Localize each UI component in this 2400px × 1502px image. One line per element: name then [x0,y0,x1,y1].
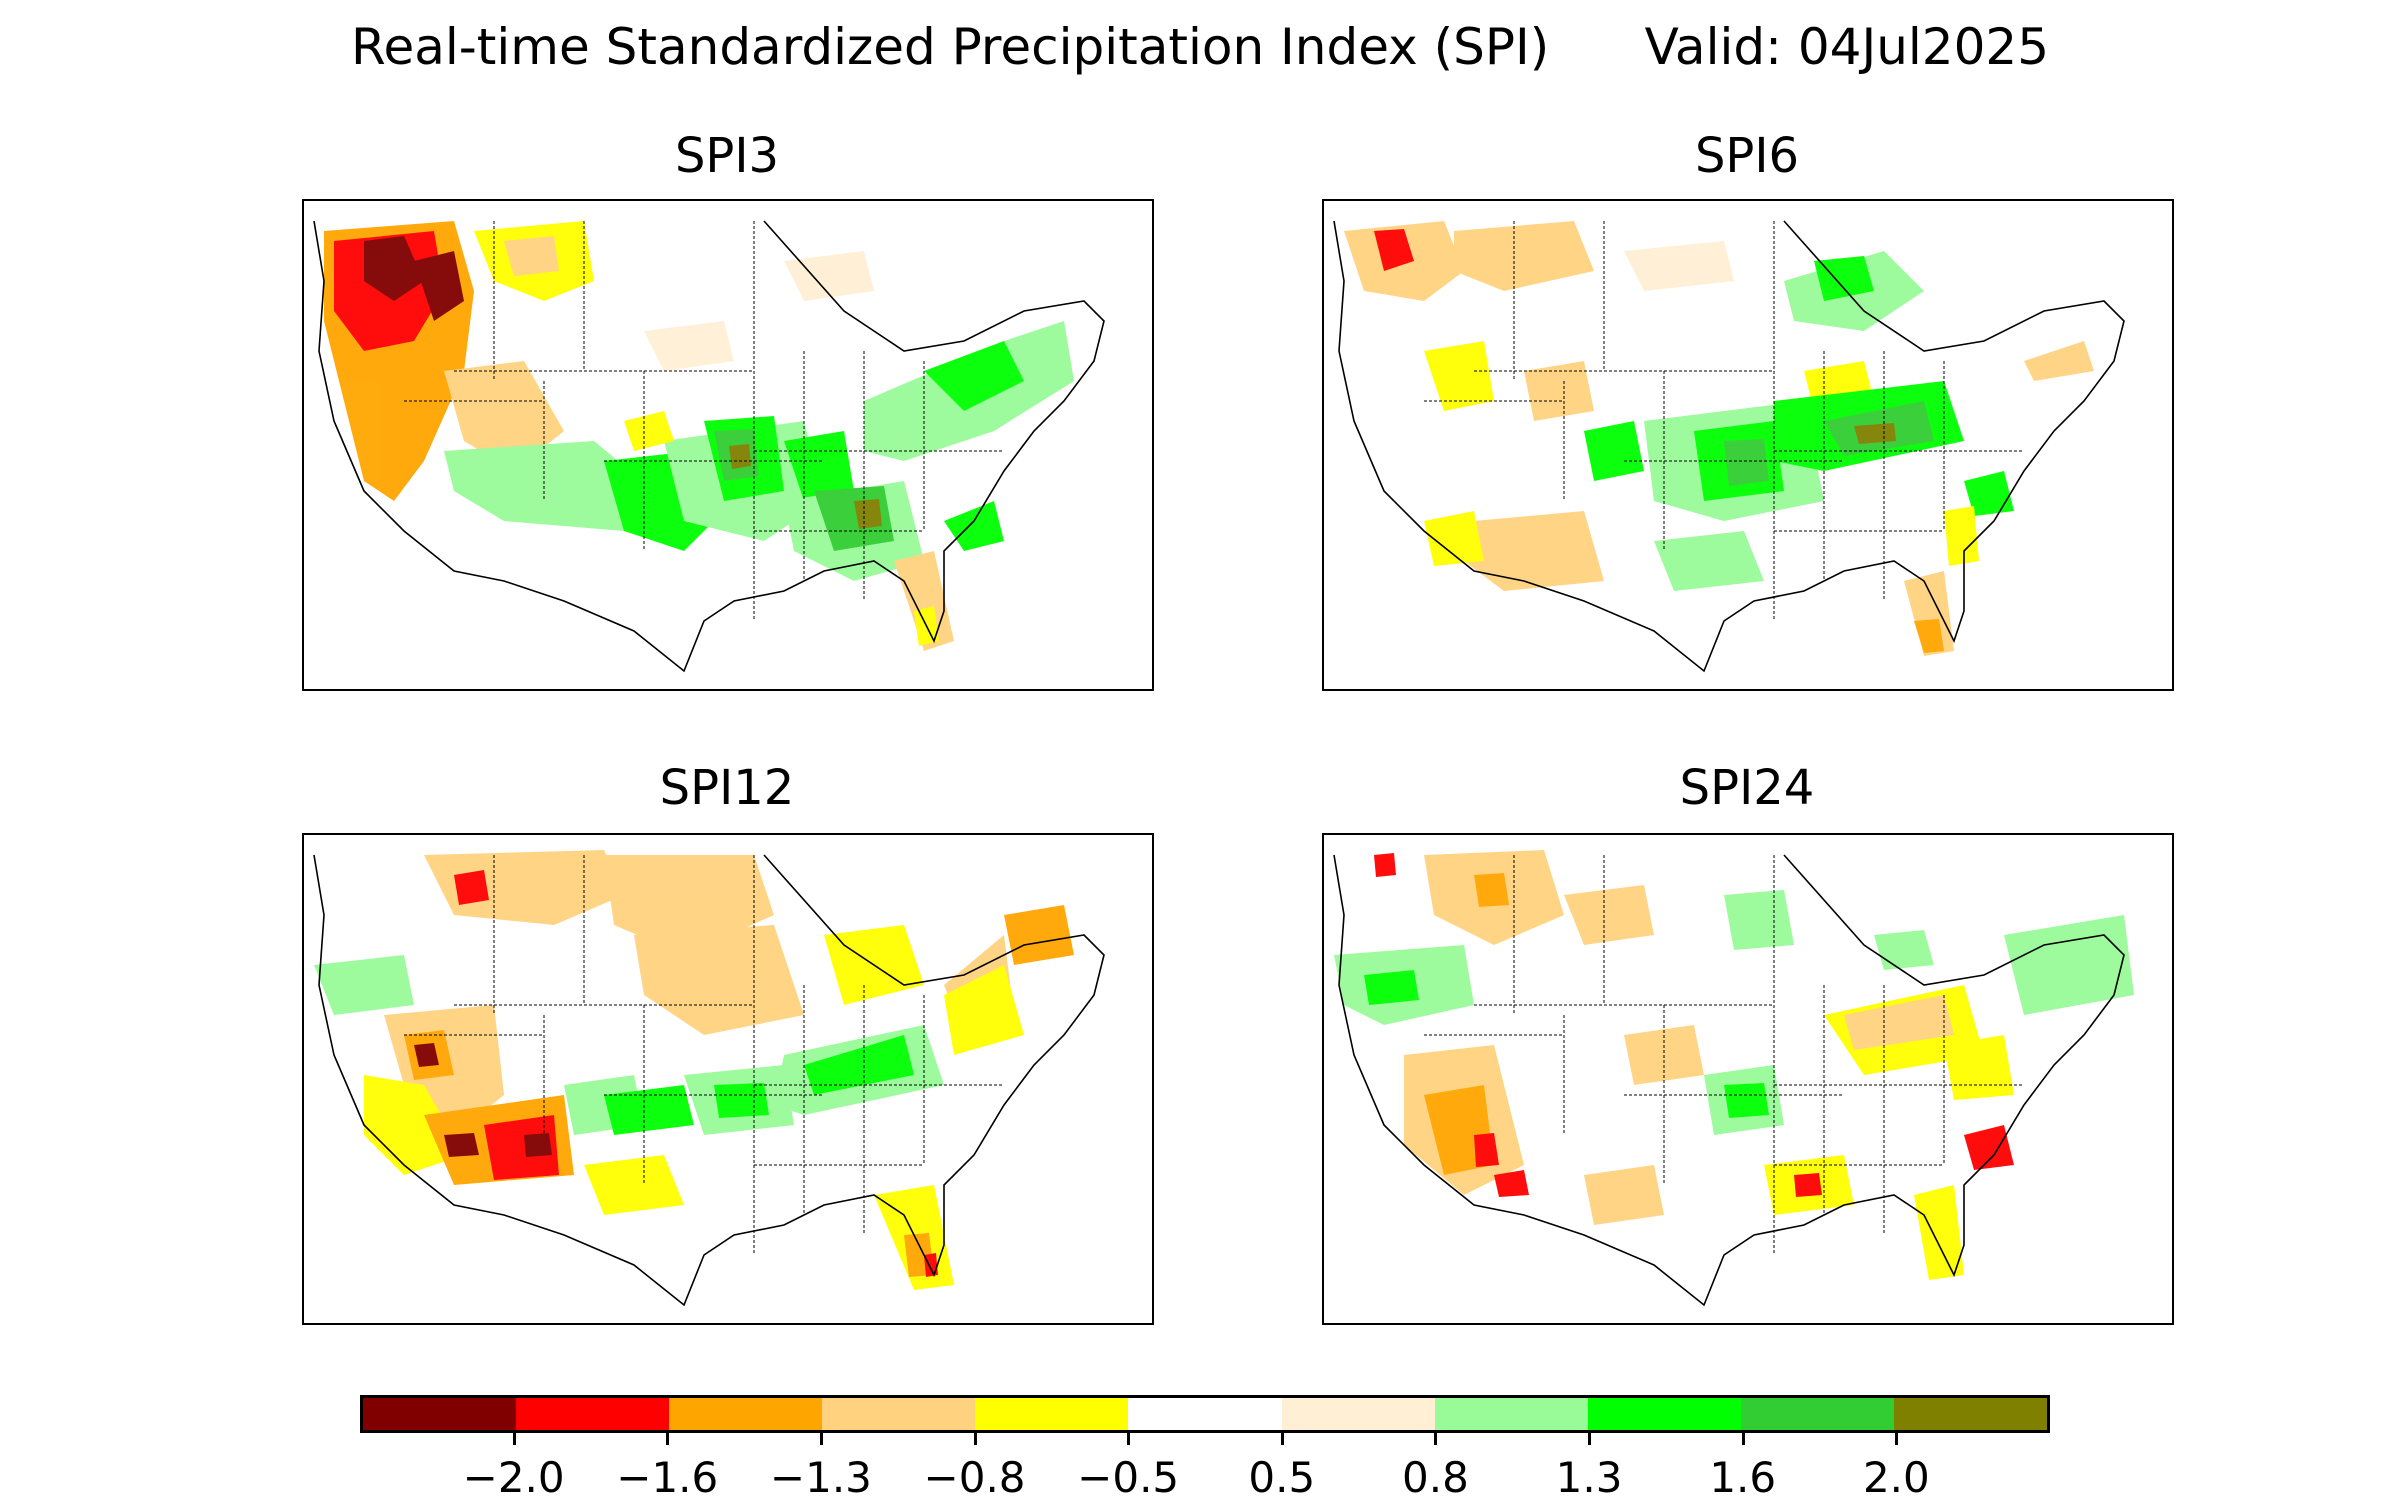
panel-title-spi12: SPI12 [659,760,795,816]
colorbar-cell [1587,1398,1741,1430]
coastline [1333,220,2125,673]
colorbar-tick-label: −0.5 [1077,1453,1180,1502]
colorbar-tick [512,1433,516,1445]
colorbar-tick [666,1433,670,1445]
colorbar-tick [973,1433,977,1445]
colorbar-tick-label: −0.8 [923,1453,1026,1502]
colorbar-cell [669,1398,823,1430]
map-spi12 [302,833,1154,1325]
colorbar-tick-label: 0.8 [1402,1453,1469,1502]
colorbar-cell [363,1398,517,1430]
map-spi3 [302,199,1154,691]
colorbar-tick [1127,1433,1131,1445]
state-borders [1424,855,2024,1255]
panel-title-spi3: SPI3 [674,128,780,184]
panel-title-spi6: SPI6 [1694,128,1800,184]
coastline [313,220,1105,673]
spi-fields [314,850,1074,1290]
state-borders [1424,221,2024,621]
colorbar-tick-label: 1.6 [1709,1453,1777,1502]
colorbar-cell [975,1398,1129,1430]
colorbar-tick [1434,1433,1438,1445]
panel-title-spi24: SPI24 [1679,760,1815,816]
colorbar-tick-label: 1.3 [1555,1453,1623,1502]
colorbar-tick [1741,1433,1745,1445]
colorbar-cell [1128,1398,1282,1430]
colorbar-tick [1588,1433,1592,1445]
colorbar [360,1395,2050,1433]
colorbar-cell [822,1398,976,1430]
state-borders [404,855,1004,1255]
spi-fields [1334,850,2134,1280]
map-spi6 [1322,199,2174,691]
colorbar-cell [1893,1398,2048,1430]
colorbar-cell [1281,1398,1435,1430]
colorbar-cell [1740,1398,1894,1430]
colorbar-tick-label: −1.6 [616,1453,719,1502]
colorbar-tick-label: 0.5 [1248,1453,1316,1502]
spi-fields [1344,221,2094,656]
colorbar-tick [1895,1433,1899,1445]
colorbar-ticks: −2.0 −1.6 −1.3 −0.8 −0.5 0.5 0.8 1.3 1.6 2.0 [360,1433,2050,1502]
colorbar-tick-label: −2.0 [462,1453,565,1502]
map-spi24 [1322,833,2174,1325]
main-title: Real-time Standardized Precipitation Ind… [350,18,2050,76]
colorbar-tick-label: 2.0 [1862,1453,1930,1502]
colorbar-cell [1434,1398,1588,1430]
colorbar-tick [819,1433,823,1445]
coastline [313,854,1105,1307]
coastline [1333,854,2125,1307]
colorbar-cell [516,1398,670,1430]
spi-fields [324,221,1074,651]
colorbar-tick-label: −1.3 [769,1453,872,1502]
colorbar-tick [1280,1433,1284,1445]
state-borders [404,221,1004,621]
